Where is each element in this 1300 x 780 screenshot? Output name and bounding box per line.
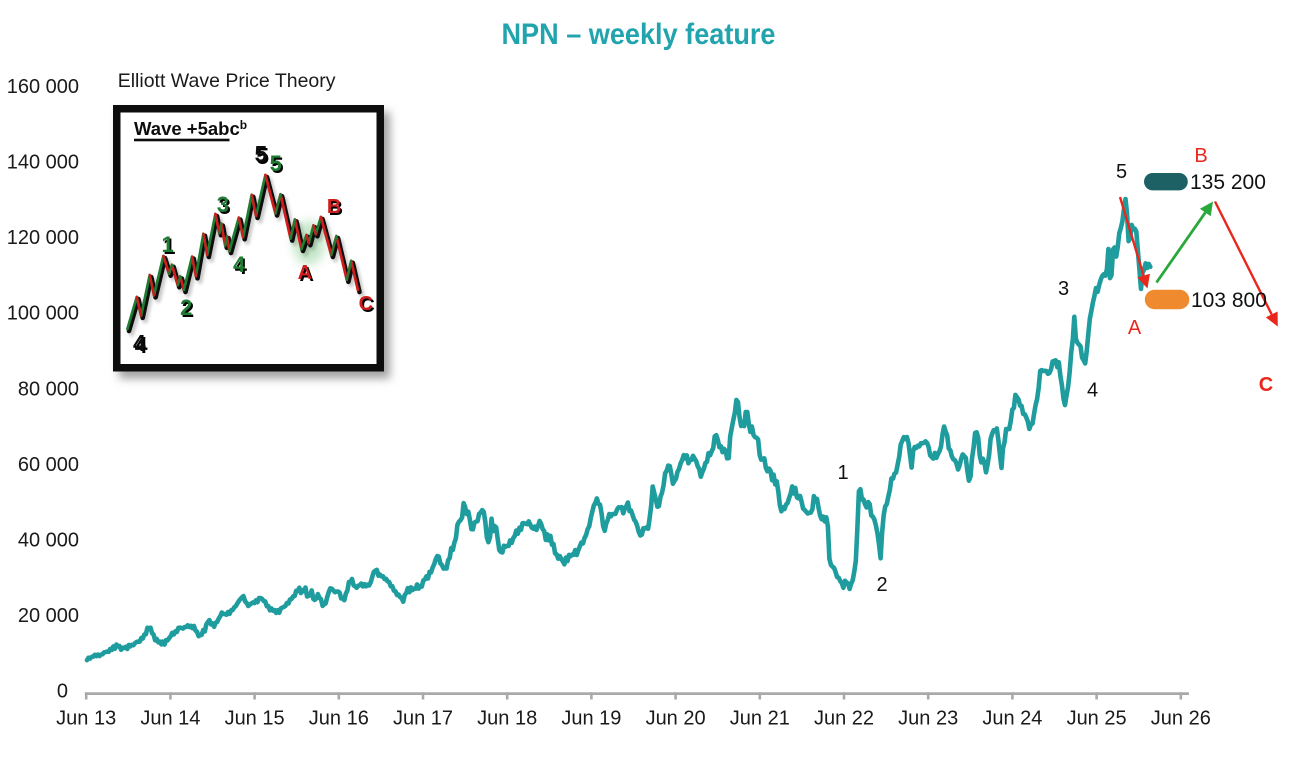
svg-text:135 200: 135 200 [1190, 171, 1266, 194]
svg-text:Jun 14: Jun 14 [140, 708, 200, 730]
svg-text:Jun 23: Jun 23 [898, 708, 958, 730]
svg-text:Jun 16: Jun 16 [309, 708, 369, 730]
svg-text:5: 5 [1116, 161, 1127, 183]
svg-text:NPN – weekly feature: NPN – weekly feature [502, 18, 776, 51]
svg-text:A: A [1128, 317, 1142, 339]
svg-text:C: C [360, 295, 374, 317]
svg-text:Wave +5abcb: Wave +5abcb [134, 118, 247, 139]
svg-text:2: 2 [182, 297, 194, 322]
svg-text:120 000: 120 000 [7, 227, 79, 249]
svg-text:20 000: 20 000 [18, 605, 79, 627]
svg-text:1: 1 [837, 462, 848, 484]
svg-text:Jun 22: Jun 22 [814, 708, 874, 730]
svg-text:Jun 17: Jun 17 [393, 708, 453, 730]
svg-text:103 800: 103 800 [1191, 289, 1267, 312]
svg-text:5: 5 [255, 141, 268, 167]
svg-text:5: 5 [271, 153, 283, 178]
svg-text:140 000: 140 000 [7, 152, 79, 174]
svg-text:B: B [327, 196, 341, 218]
svg-text:3: 3 [219, 194, 231, 219]
svg-text:60 000: 60 000 [18, 454, 79, 476]
svg-text:5: 5 [256, 143, 269, 169]
svg-text:B: B [1194, 145, 1207, 167]
svg-text:Jun 13: Jun 13 [56, 708, 116, 730]
svg-text:40 000: 40 000 [18, 529, 79, 551]
svg-text:Elliott Wave Price Theory: Elliott Wave Price Theory [118, 70, 336, 92]
svg-text:4: 4 [133, 330, 146, 356]
svg-text:Jun 15: Jun 15 [225, 708, 285, 730]
svg-text:C: C [1259, 374, 1273, 396]
svg-text:1: 1 [163, 234, 175, 259]
svg-text:Jun 24: Jun 24 [982, 708, 1042, 730]
svg-text:100 000: 100 000 [7, 303, 79, 325]
svg-text:Jun 26: Jun 26 [1151, 708, 1211, 730]
svg-text:Jun 25: Jun 25 [1067, 708, 1127, 730]
svg-text:Jun 19: Jun 19 [561, 708, 621, 730]
svg-text:4: 4 [233, 252, 246, 277]
svg-text:4: 4 [1087, 380, 1098, 402]
svg-text:4: 4 [135, 332, 148, 358]
svg-text:1: 1 [161, 232, 173, 257]
svg-text:Jun 21: Jun 21 [730, 708, 790, 730]
svg-text:0: 0 [57, 681, 68, 703]
svg-text:B: B [329, 198, 343, 220]
svg-text:Jun 18: Jun 18 [477, 708, 537, 730]
svg-text:80 000: 80 000 [18, 378, 79, 400]
svg-text:A: A [298, 262, 312, 284]
svg-text:3: 3 [217, 192, 229, 217]
svg-text:3: 3 [1058, 278, 1069, 300]
svg-text:4: 4 [235, 254, 248, 279]
svg-text:160 000: 160 000 [7, 76, 79, 98]
svg-text:A: A [299, 264, 313, 286]
svg-text:2: 2 [180, 295, 192, 320]
svg-text:5: 5 [270, 151, 282, 176]
svg-text:C: C [359, 293, 373, 315]
svg-text:Jun 20: Jun 20 [646, 708, 706, 730]
svg-text:2: 2 [876, 574, 887, 596]
